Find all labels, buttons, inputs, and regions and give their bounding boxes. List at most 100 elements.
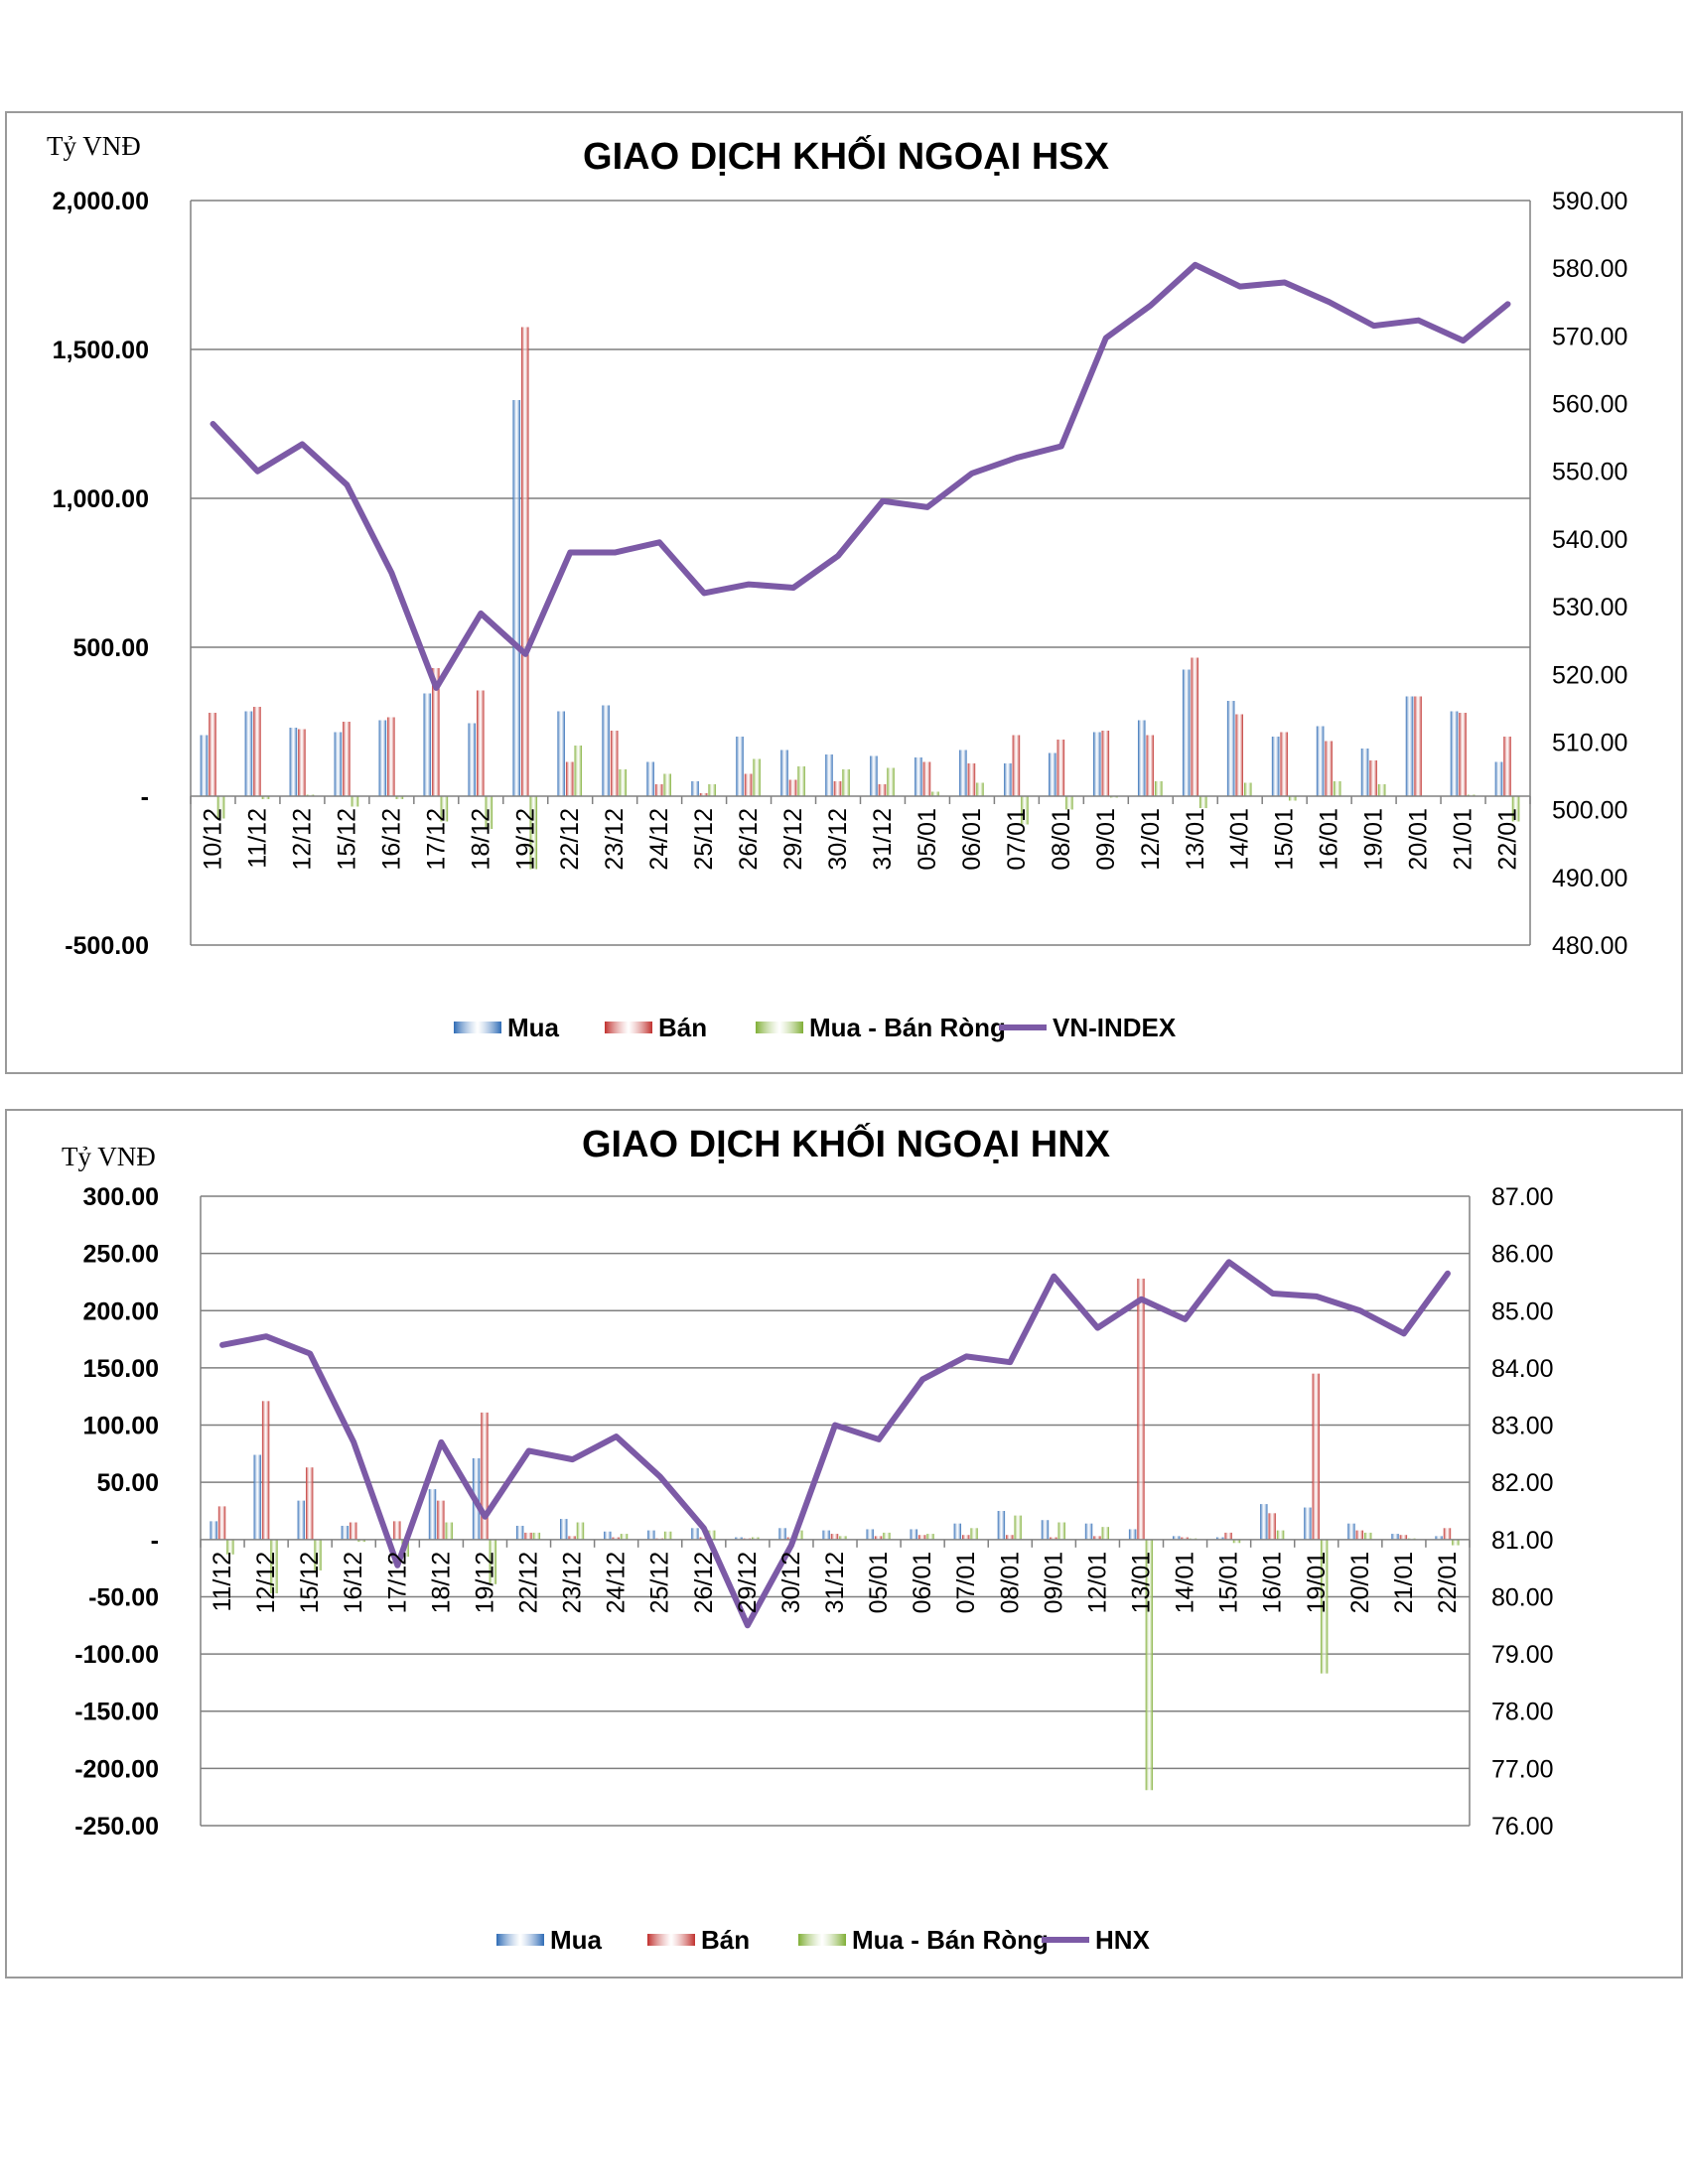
mua-bar (1041, 1520, 1050, 1540)
y2-axis-tick-label: 77.00 (1491, 1755, 1554, 1783)
x-axis-tick-label: 19/01 (1303, 1552, 1331, 1614)
mua-bar (244, 711, 253, 796)
rong-bar (1232, 1539, 1241, 1544)
rong-bar (1452, 1539, 1460, 1546)
y-axis-tick-label: - (141, 783, 149, 811)
ban-bar (481, 1412, 489, 1540)
y2-axis-tick-label: 79.00 (1491, 1641, 1554, 1669)
ban-bar (1146, 735, 1155, 796)
x-axis-tick-label: 18/12 (467, 808, 494, 871)
ban-bar (1312, 1373, 1320, 1540)
index-point (571, 1458, 574, 1461)
mua-bar (1128, 1529, 1137, 1540)
x-axis-tick-label: 26/12 (735, 808, 763, 871)
mua-bar (736, 737, 744, 796)
index-point (352, 1440, 355, 1443)
mua-bar (1004, 763, 1012, 796)
index-point (834, 1424, 836, 1427)
hnx-chart-panel: Tỷ VNĐ GIAO DỊCH KHỐI NGOẠI HNX -250.00-… (5, 1109, 1683, 1979)
y2-axis-tick-label: 83.00 (1491, 1413, 1554, 1440)
rong-bar (926, 1534, 934, 1540)
y-axis-tick-label: -100.00 (74, 1641, 159, 1669)
legend-label-ban: Bán (658, 1013, 707, 1042)
mua-bar (780, 750, 788, 796)
index-point (346, 483, 349, 486)
rong-bar (620, 1534, 629, 1540)
legend-swatch-ban (647, 1934, 695, 1946)
legend-swatch-mua (454, 1022, 501, 1033)
y2-axis-tick-label: 510.00 (1552, 729, 1627, 756)
mua-bar (1049, 752, 1056, 796)
index-point (921, 1378, 924, 1381)
mua-bar (1304, 1507, 1312, 1540)
index-point (1372, 325, 1375, 328)
ban-bar (744, 773, 753, 796)
x-axis-tick-label: 21/01 (1390, 1552, 1418, 1614)
mua-bar (735, 1537, 743, 1540)
mua-bar (512, 400, 520, 796)
rong-bar (1377, 784, 1386, 796)
x-axis-tick-label: 22/01 (1494, 808, 1522, 871)
index-point (1271, 1292, 1274, 1295)
x-axis-tick-label: 19/01 (1360, 808, 1388, 871)
index-point (965, 1355, 968, 1358)
mua-bar (778, 1528, 786, 1540)
rong-bar (485, 796, 493, 829)
ban-bar (432, 668, 440, 796)
ban-bar (830, 1534, 839, 1540)
x-axis-tick-label: 16/12 (340, 1552, 367, 1614)
x-axis-tick-label: 24/12 (603, 1552, 631, 1614)
rong-bar (842, 769, 850, 796)
y-axis-tick-label: -150.00 (74, 1699, 159, 1726)
mua-bar (515, 1525, 524, 1540)
rong-bar (1276, 1530, 1285, 1540)
legend-label-rong: Mua - Bán Ròng (852, 1925, 1049, 1955)
hsx-chart: Tỷ VNĐ GIAO DỊCH KHỐI NGOẠI HSX -500.00-… (47, 131, 1627, 1042)
rong-bar (574, 746, 583, 796)
mua-bar (825, 754, 833, 796)
mua-bar (1226, 701, 1235, 796)
rong-bar (1511, 796, 1520, 822)
y2-axis-tick-label: 480.00 (1552, 932, 1627, 960)
rong-bar (752, 1537, 760, 1540)
ban-bar (967, 763, 976, 796)
ban-bar (1056, 740, 1065, 796)
hsx-chart-panel: Tỷ VNĐ GIAO DỊCH KHỐI NGOẠI HSX -500.00-… (5, 111, 1683, 1074)
index-point (658, 1475, 661, 1478)
x-axis-tick-label: 25/12 (690, 808, 718, 871)
y2-axis-tick-label: 80.00 (1491, 1583, 1554, 1611)
x-axis-tick-label: 14/01 (1226, 808, 1254, 871)
y2-axis-tick-label: 78.00 (1491, 1699, 1554, 1726)
mua-bar (1391, 1534, 1399, 1540)
y2-axis-tick-label: 490.00 (1552, 865, 1627, 892)
ban-bar (922, 761, 931, 796)
x-axis-tick-label: 12/12 (252, 1552, 280, 1614)
index-point (1053, 1275, 1055, 1278)
ban-bar (962, 1535, 970, 1540)
mua-bar (1494, 761, 1503, 796)
y2-axis-tick-label: 590.00 (1552, 188, 1627, 215)
rong-bar (216, 796, 225, 819)
ban-bar (298, 729, 306, 796)
ban-bar (343, 722, 351, 796)
rong-bar (529, 796, 538, 870)
ban-bar (1191, 657, 1199, 796)
index-point (1462, 340, 1465, 342)
mua-bar (1216, 1537, 1224, 1540)
y2-axis-tick-label: 560.00 (1552, 391, 1627, 419)
mua-bar (646, 761, 654, 796)
x-axis-tick-label: 30/12 (777, 1552, 805, 1614)
rong-bar (839, 1536, 847, 1540)
x-axis-tick-label: 30/12 (824, 808, 852, 871)
y2-axis-tick-label: 84.00 (1491, 1355, 1554, 1383)
rong-bar (1021, 796, 1029, 825)
x-axis-tick-label: 16/01 (1259, 1552, 1287, 1614)
x-axis-tick-label: 12/12 (288, 808, 316, 871)
x-axis-tick-label: 11/12 (209, 1552, 236, 1612)
index-point (703, 592, 706, 595)
legend-label-rong: Mua - Bán Ròng (809, 1013, 1006, 1042)
index-point (221, 1343, 224, 1346)
x-axis-tick-label: 23/12 (601, 808, 629, 871)
rong-bar (1057, 1522, 1065, 1540)
index-point (1140, 1297, 1143, 1300)
